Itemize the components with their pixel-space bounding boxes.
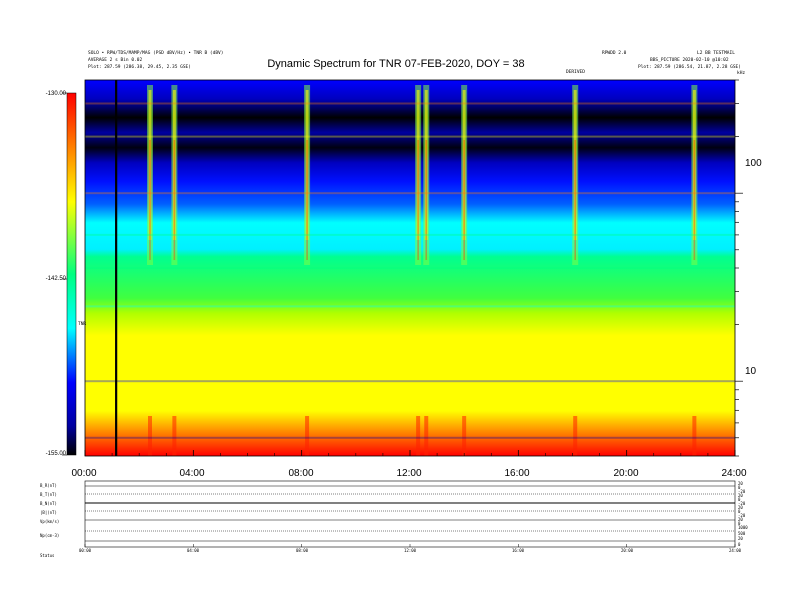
colorbar-ticks [62,92,67,456]
spectrogram [85,80,735,456]
meta-center: RPWDD 2.0 [602,51,627,56]
x-tick-label: 04:00 [179,468,205,479]
bottom-x-ticks [84,544,736,547]
bottom-x-tick-label: 08:00 [295,548,309,553]
bottom-right-label: 20 [738,536,743,541]
y-unit-label: kHz [737,71,746,76]
band-level-3 [85,233,735,236]
bottom-x-tick-label: 12:00 [403,548,417,553]
x-tick-label: 00:00 [71,468,97,479]
bottom-right-label: -20 [738,489,746,494]
bottom-right-label: 20 [738,505,743,510]
burst-4 [423,85,430,456]
band-level-6 [85,380,735,383]
bottom-label-status: Status [40,553,55,558]
meta-right-line-3: Plot: 287.59 (286.54, 21.87, 2.28 GSE) [638,65,741,70]
colorbar-label-top: -130.00 [45,91,66,97]
bottom-right-label: 0 [738,497,741,502]
x-ticks [84,450,736,456]
y-tick-label-10: 10 [745,366,757,377]
band-layer [85,102,735,439]
bottom-label-bn: B_N(nT) [40,501,57,506]
meta-right-line-1: L2 BB TESTMAIL [697,51,735,56]
y-ticks [735,79,743,457]
bottom-label-bmag: |B|(nT) [40,510,57,515]
bottom-label-bt: B_T(nT) [40,492,57,497]
bottom-right-label: 0 [738,542,741,547]
bottom-right-label: 0 [738,485,741,490]
bottom-right-label: 500 [738,531,746,536]
x-tick-label: 08:00 [288,468,314,479]
x-tick-label: 12:00 [396,468,422,479]
bottom-panel-frame [84,480,736,548]
bottom-right-label: 20 [738,517,743,522]
meta-center-2: DERIVED [566,70,585,75]
burst-1 [171,85,178,456]
band-level-2 [85,192,735,195]
meta-right-line-2: BBS_PICTURE 2020-02-10 @10:02 [650,58,729,63]
band-level-7 [85,436,735,439]
meta-left-line-2: AVERAGE 2 s Bin 0.02 [88,58,143,63]
meta-left-line-1: SOLO • RPW/TDS/MAMP/MAG (PSD dBV/Hz) • T… [88,51,224,56]
colorbar [66,92,77,456]
burst-0 [147,85,153,456]
bottom-right-label: 20 [738,493,743,498]
bottom-right-label: 1000 [738,525,748,530]
burst-2 [304,85,311,456]
bottom-x-tick-label: 04:00 [186,548,200,553]
bottom-right-label: 0 [738,509,741,514]
burst-5 [461,85,468,456]
burst-6 [572,85,579,456]
bottom-x-tick-label: 16:00 [511,548,525,553]
band-level-4 [85,267,735,269]
bottom-label-vp: Vp(km/s) [40,519,60,524]
bottom-right-label: 0 [738,521,741,526]
burst-layer [147,85,698,456]
bottom-x-tick-label: 24:00 [728,548,742,553]
bottom-traces [85,485,735,542]
meta-left-line-3: Plot: 287.59 (286.38, 29.45, 2.35 GSE) [88,65,191,70]
bottom-x-tick-label: 00:00 [78,548,92,553]
x-tick-label: 16:00 [504,468,530,479]
colorbar-label-bottom: -155.00 [45,451,66,457]
bottom-right-label: -20 [738,501,746,506]
chart-title: Dynamic Spectrum for TNR 07-FEB-2020, DO… [267,58,525,70]
band-level-0 [85,102,735,105]
colorbar-unit: TNR [78,322,87,327]
burst-3 [415,85,422,456]
x-tick-label: 20:00 [613,468,639,479]
x-tick-label: 24:00 [721,468,747,479]
band-level-5 [85,305,735,308]
colorbar-label-mid: -142.50 [45,276,66,282]
band-level-1 [85,135,735,138]
burst-7 [691,85,698,456]
spectrogram-background [85,80,735,456]
bottom-x-tick-label: 20:00 [620,548,634,553]
bottom-label-np: Np(cm-3) [40,533,60,538]
bottom-right-label: -20 [738,513,746,518]
bottom-right-label: 20 [738,481,743,486]
y-tick-label-100: 100 [745,158,762,169]
bottom-label-br: B_R(nT) [40,483,57,488]
